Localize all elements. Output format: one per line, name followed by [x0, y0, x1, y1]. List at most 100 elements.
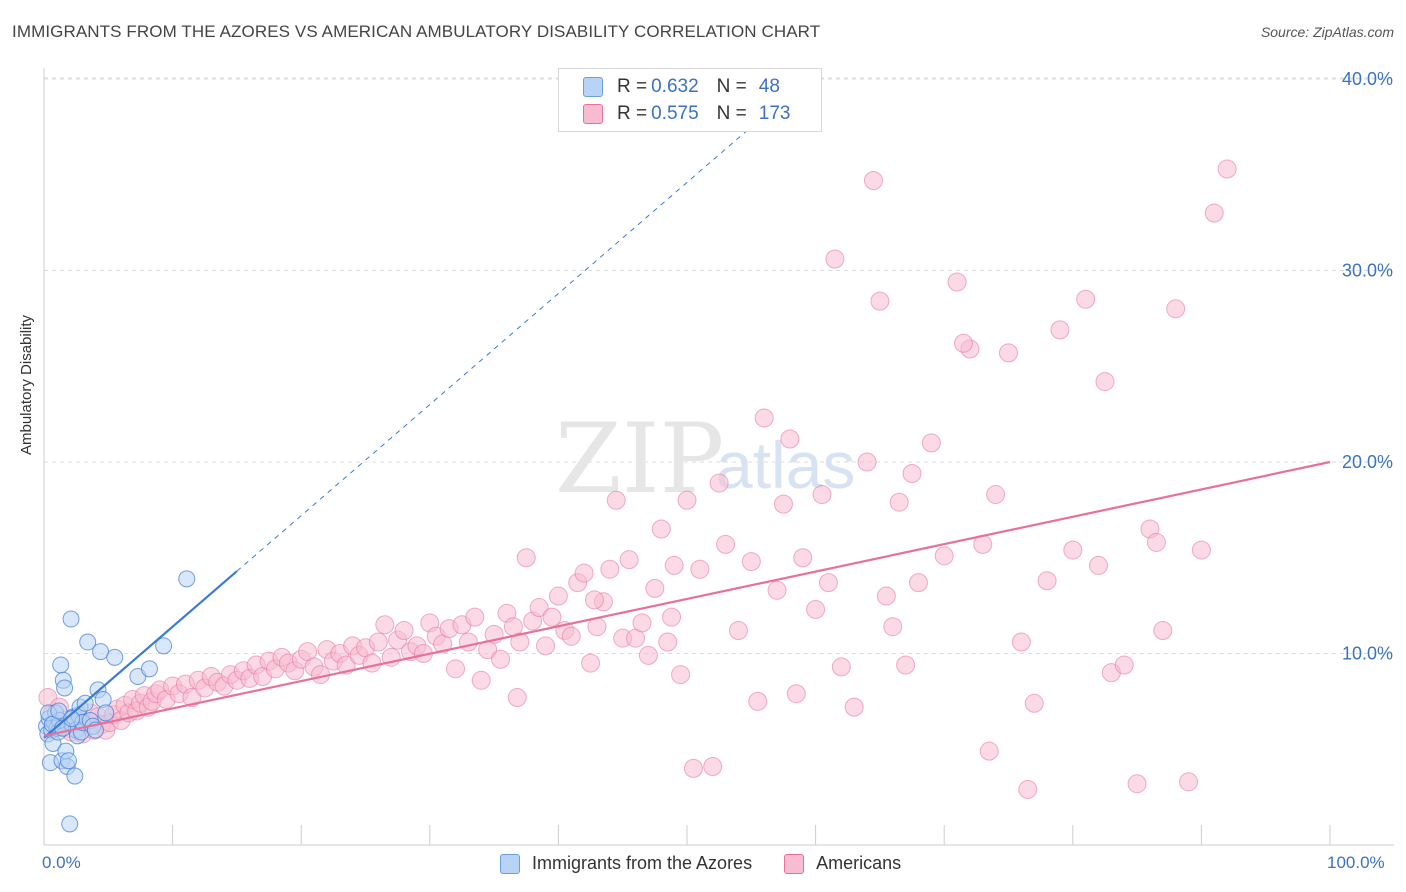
- source-credit: Source: ZipAtlas.com: [1260, 24, 1394, 40]
- americans-point: [812, 485, 832, 505]
- americans-point: [561, 626, 581, 646]
- r-value: 0.632: [651, 76, 699, 97]
- americans-point: [773, 494, 793, 514]
- americans-points: [38, 159, 1237, 799]
- americans-point: [786, 684, 806, 704]
- americans-point: [182, 688, 202, 708]
- r-value: 0.575: [651, 103, 699, 124]
- americans-point: [446, 659, 466, 679]
- americans-point: [870, 291, 890, 311]
- series-legend: Immigrants from the Azores Americans: [500, 853, 933, 874]
- americans-point: [362, 653, 382, 673]
- americans-point: [876, 586, 896, 606]
- gridlines: [44, 77, 1394, 654]
- americans-point: [645, 578, 665, 598]
- americans-point: [1018, 779, 1038, 799]
- americans-point: [1095, 372, 1115, 392]
- americans-point: [883, 617, 903, 637]
- trend-lines: [43, 126, 1331, 739]
- americans-point: [1153, 621, 1173, 641]
- americans-point: [934, 546, 954, 566]
- americans-point: [1191, 540, 1211, 560]
- americans-point: [857, 452, 877, 472]
- watermark-zip: ZIP: [555, 403, 724, 515]
- americans-point: [999, 343, 1018, 363]
- americans-point: [584, 590, 604, 610]
- legend-item-azores: Immigrants from the Azores: [500, 853, 752, 874]
- americans-point: [1024, 693, 1044, 713]
- azores-point: [140, 660, 158, 678]
- americans-point: [748, 691, 768, 711]
- americans-point: [1063, 540, 1083, 560]
- americans-point: [703, 756, 723, 776]
- americans-point: [780, 429, 800, 449]
- n-value: 173: [758, 103, 791, 124]
- americans-point: [606, 490, 626, 510]
- n-label: N =: [716, 76, 747, 97]
- americans-point: [677, 490, 697, 510]
- americans-point: [1179, 772, 1199, 792]
- americans-point: [1166, 299, 1186, 319]
- x-tick-min: 0.0%: [42, 853, 81, 872]
- azores-point: [66, 767, 84, 785]
- americans-point: [491, 649, 511, 669]
- americans-point: [542, 607, 562, 627]
- chart-title: IMMIGRANTS FROM THE AZORES VS AMERICAN A…: [12, 22, 821, 41]
- americans-point: [638, 645, 658, 665]
- americans-point: [896, 655, 916, 675]
- americans-point: [863, 170, 883, 190]
- azores-point: [52, 656, 70, 674]
- americans-point: [574, 563, 594, 583]
- legend-row-americans: R = 0.575 N = 173: [583, 101, 790, 127]
- azores-point: [106, 648, 124, 666]
- legend-row-azores: R = 0.632 N = 48: [583, 74, 780, 100]
- americans-point: [908, 573, 928, 593]
- americans-point: [632, 613, 652, 633]
- americans-point: [1114, 655, 1134, 675]
- americans-point: [1011, 632, 1031, 652]
- americans-point: [767, 580, 787, 600]
- azores-trend-line: [43, 570, 238, 739]
- americans-point: [658, 632, 678, 652]
- americans-point: [465, 607, 485, 627]
- americans-point: [662, 607, 682, 627]
- americans-point: [516, 548, 536, 568]
- azores-trend-extension: [236, 126, 752, 572]
- americans-point: [979, 741, 999, 761]
- y-axis-label: Ambulatory Disability: [18, 314, 35, 455]
- americans-point: [664, 555, 684, 575]
- y-tick-label: 10.0%: [1342, 644, 1393, 664]
- americans-legend-label: Americans: [816, 853, 902, 873]
- americans-trend-line: [43, 460, 1331, 737]
- americans-point: [619, 550, 639, 570]
- americans-point: [921, 433, 941, 453]
- americans-point: [709, 473, 729, 493]
- azores-legend-swatch: [500, 853, 520, 874]
- americans-point: [1217, 159, 1237, 179]
- azores-point: [56, 679, 74, 697]
- azores-point: [92, 643, 110, 661]
- americans-point: [690, 559, 710, 579]
- americans-point: [507, 688, 527, 708]
- americans-point: [1146, 532, 1166, 552]
- americans-point: [529, 598, 549, 618]
- americans-point: [458, 632, 478, 652]
- americans-point: [1127, 774, 1147, 794]
- americans-point: [671, 665, 691, 685]
- correlation-legend: R = 0.632 N = 48 R = 0.575 N = 173: [558, 68, 822, 132]
- americans-point: [1076, 289, 1096, 309]
- azores-point: [50, 702, 68, 720]
- americans-point: [806, 599, 826, 619]
- americans-point: [947, 272, 967, 292]
- azores-point: [178, 570, 196, 588]
- azores-legend-label: Immigrants from the Azores: [532, 853, 753, 873]
- americans-legend-swatch: [784, 853, 805, 874]
- americans-point: [1204, 203, 1224, 223]
- americans-point: [683, 758, 703, 778]
- y-tick-labels: 10.0% 20.0% 30.0% 40.0%: [1342, 69, 1393, 664]
- azores-point: [59, 752, 77, 770]
- americans-point: [368, 632, 388, 652]
- americans-point: [953, 333, 973, 353]
- azores-point: [155, 637, 173, 655]
